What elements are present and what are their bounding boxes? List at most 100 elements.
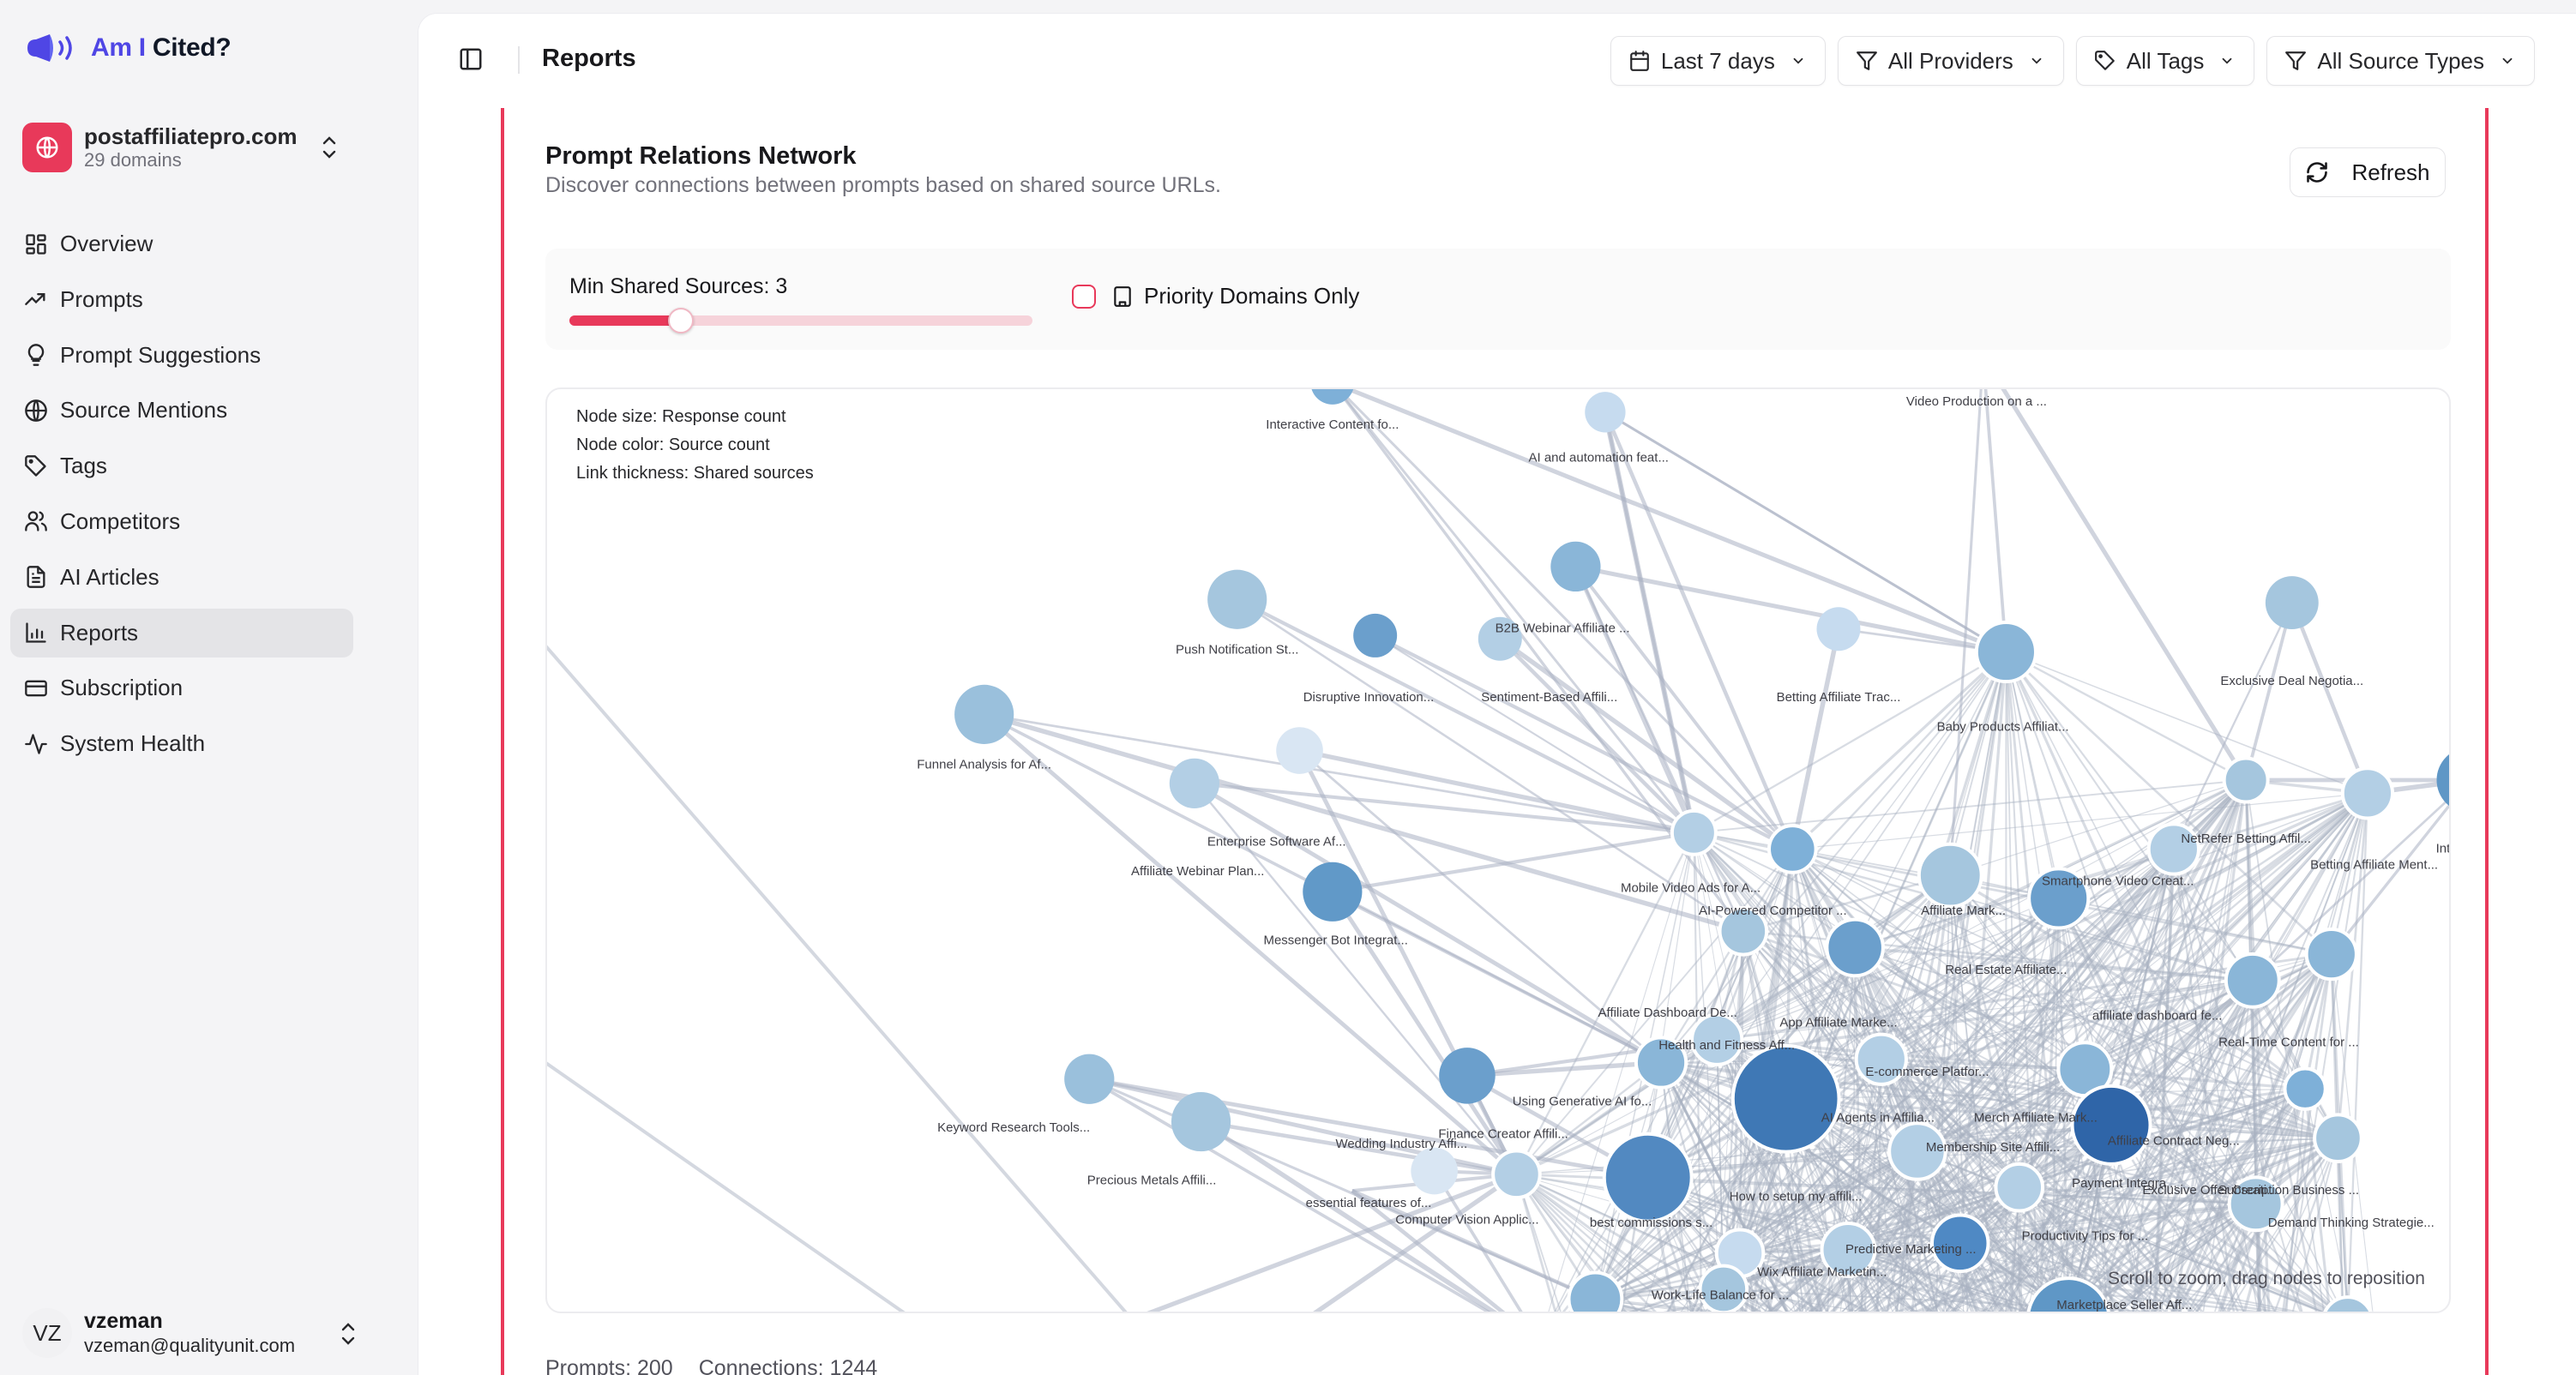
sidebar-toggle-icon[interactable]: [458, 46, 484, 72]
tags-filter[interactable]: All Tags: [2075, 36, 2255, 86]
logo[interactable]: Am I Cited?: [24, 29, 232, 67]
network-node[interactable]: [1690, 1012, 1744, 1066]
network-node[interactable]: [2265, 576, 2319, 630]
graph-hint: Scroll to zoom, drag nodes to reposition: [2107, 1269, 2425, 1288]
domain-switcher[interactable]: postaffiliatepro.com 29 domains: [22, 122, 360, 173]
network-node[interactable]: [2222, 756, 2270, 804]
slider-thumb[interactable]: [667, 308, 694, 333]
building-icon: [1114, 285, 1131, 307]
network-node[interactable]: [2304, 927, 2358, 982]
source-types-filter[interactable]: All Source Types: [2266, 36, 2535, 86]
network-node[interactable]: [1887, 1121, 1947, 1181]
sidebar-item-subscription[interactable]: Subscription: [10, 663, 353, 712]
network-node-label: Interactive Content fo...: [1266, 417, 1399, 432]
network-node[interactable]: [1825, 917, 1885, 978]
network-node[interactable]: [1064, 1054, 1115, 1104]
user-email: vzeman@qualityunit.com: [84, 1335, 296, 1356]
sidebar-item-label: Competitors: [60, 507, 181, 534]
network-node[interactable]: [2436, 748, 2451, 813]
network-node[interactable]: [2224, 952, 2281, 1009]
network-node[interactable]: [1303, 862, 1363, 922]
network-node-label: Marketplace Seller Aff...: [2056, 1298, 2192, 1312]
network-node-label: Push Notification St...: [1176, 642, 1298, 657]
network-node-label: Keyword Research Tools...: [937, 1120, 1090, 1135]
network-node[interactable]: [1820, 1222, 1877, 1278]
network-node[interactable]: [1353, 613, 1398, 657]
network-node[interactable]: [1974, 620, 2037, 684]
network-node-label: Demand Thinking Strategie...: [2268, 1216, 2435, 1230]
date-range-filter[interactable]: Last 7 days: [1610, 36, 1826, 86]
refresh-button[interactable]: Refresh: [2290, 147, 2446, 197]
network-node[interactable]: [2070, 1084, 2152, 1166]
network-node[interactable]: [1730, 1043, 1841, 1154]
network-node[interactable]: [1917, 842, 1983, 909]
min-shared-slider[interactable]: [569, 308, 1032, 333]
network-node-label: Membership Site Affili...: [1926, 1140, 2060, 1155]
network-node-label: Disruptive Innovation...: [1303, 690, 1435, 705]
network-node[interactable]: [2146, 822, 2200, 876]
network-node[interactable]: [2313, 1113, 2363, 1163]
providers-filter[interactable]: All Providers: [1837, 36, 2064, 86]
network-node[interactable]: [1491, 1149, 1542, 1200]
network-node[interactable]: [1816, 607, 1861, 651]
sidebar-item-overview[interactable]: Overview: [10, 219, 353, 268]
network-node[interactable]: [1767, 824, 1818, 874]
sidebar-item-system-health[interactable]: System Health: [10, 719, 353, 768]
network-node-label: AI Agents in Affilia...: [1821, 1111, 1935, 1126]
network-node[interactable]: [1207, 569, 1267, 629]
network-node[interactable]: [1171, 1091, 1231, 1152]
credit-card-icon: [25, 680, 47, 697]
network-node[interactable]: [1550, 541, 1601, 592]
calendar-icon: [1630, 51, 1649, 71]
sidebar-item-competitors[interactable]: Competitors: [10, 497, 353, 546]
filter-label: Last 7 days: [1660, 47, 1775, 74]
brand-part-2: Cited?: [152, 33, 232, 62]
network-node[interactable]: [2027, 867, 2091, 930]
network-node[interactable]: [1567, 1270, 1624, 1313]
network-node-label: Affiliate Dashboard De...: [1598, 1006, 1737, 1020]
network-node[interactable]: [1478, 616, 1522, 661]
network-node[interactable]: [1411, 1147, 1458, 1195]
network-node[interactable]: [1929, 1213, 1990, 1274]
network-node[interactable]: [2227, 1175, 2284, 1233]
network-node[interactable]: [1698, 1264, 1749, 1313]
sidebar-item-prompt-suggestions[interactable]: Prompt Suggestions: [10, 331, 353, 380]
network-node[interactable]: [2283, 1066, 2327, 1111]
prompts-count: Prompts: 200: [545, 1356, 673, 1375]
filter-label: All Tags: [2126, 47, 2205, 74]
user-menu[interactable]: VZ vzeman vzeman@qualityunit.com: [22, 1303, 365, 1363]
network-node[interactable]: [2026, 1276, 2110, 1313]
network-node[interactable]: [1276, 727, 1323, 774]
network-node[interactable]: [1169, 758, 1220, 808]
top-bar: Reports Last 7 days All Providers All Ta…: [418, 14, 2576, 108]
network-node[interactable]: [1854, 1032, 1908, 1086]
network-node[interactable]: [1994, 1162, 2045, 1213]
sidebar-item-source-mentions[interactable]: Source Mentions: [10, 386, 353, 435]
network-node[interactable]: [1310, 389, 1354, 405]
network-node[interactable]: [1670, 808, 1718, 856]
sidebar-item-ai-articles[interactable]: AI Articles: [10, 553, 353, 602]
chevrons-up-down-icon: [341, 1323, 355, 1345]
network-node[interactable]: [1602, 1132, 1694, 1223]
sidebar-item-label: Source Mentions: [60, 397, 228, 423]
domain-badge: [22, 123, 72, 172]
sidebar-item-reports[interactable]: Reports: [10, 608, 353, 657]
network-node[interactable]: [1718, 905, 1769, 957]
priority-domains-toggle[interactable]: Priority Domains Only: [1072, 283, 1359, 309]
network-node[interactable]: [2323, 1295, 2373, 1313]
network-node-label: Predictive Marketing ...: [1845, 1242, 1977, 1257]
priority-domains-checkbox[interactable]: [1072, 284, 1096, 309]
network-node-label: Affiliate Contract Neg...: [2108, 1133, 2240, 1148]
network-node[interactable]: [954, 684, 1014, 744]
sidebar-item-prompts[interactable]: Prompts: [10, 275, 353, 324]
network-node[interactable]: [1439, 1048, 1496, 1104]
network-node-label: Productivity Tips for ...: [2022, 1228, 2149, 1243]
network-node[interactable]: [1585, 392, 1626, 433]
network-node[interactable]: [1634, 1036, 1688, 1090]
network-node-label: Baby Products Affiliat...: [1937, 720, 2069, 735]
sidebar-item-tags[interactable]: Tags: [10, 441, 353, 490]
network-node[interactable]: [2340, 766, 2395, 820]
network-node-label: Real Estate Affiliate...: [1945, 963, 2067, 977]
